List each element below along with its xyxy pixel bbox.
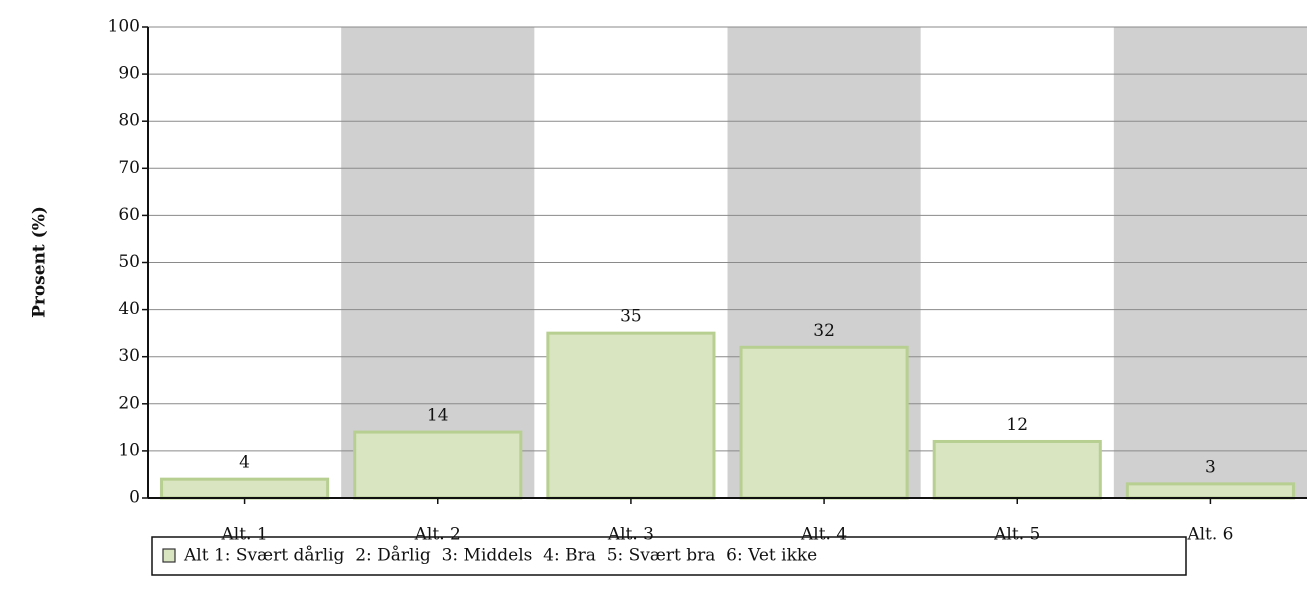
data-label: 12 [1006,415,1028,435]
legend-label: Alt 1: Svært dårlig 2: Dårlig 3: Middels… [183,546,817,566]
y-axis-label: Prosent (%) [30,206,50,318]
y-tick-label: 30 [118,346,140,366]
y-tick-label: 60 [118,205,140,225]
y-tick-label: 50 [118,252,140,272]
x-tick-label: Alt. 5 [993,525,1040,545]
y-tick-label: 10 [118,440,140,460]
bar [739,345,909,500]
bar [932,439,1102,500]
legend-box [151,536,1187,576]
y-tick-label: 100 [108,17,140,37]
data-label: 32 [813,321,835,341]
x-tick-label: Alt. 1 [220,525,267,545]
x-tick-label: Alt. 3 [607,525,654,545]
data-label: 35 [620,307,642,327]
y-tick-label: 40 [118,299,140,319]
bar [160,477,330,500]
bar [546,331,716,500]
x-tick-label: Alt. 2 [414,525,461,545]
bar [1125,482,1295,500]
data-label: 4 [239,453,250,473]
bar [353,430,523,500]
data-label: 14 [427,406,449,426]
y-tick-label: 80 [118,111,140,131]
y-tick-label: 70 [118,158,140,178]
y-tick-label: 90 [118,64,140,84]
legend-swatch [162,548,176,563]
y-tick-label: 0 [129,488,140,508]
x-tick-label: Alt. 6 [1186,525,1233,545]
data-label: 3 [1205,457,1216,477]
y-tick-label: 20 [118,393,140,413]
x-tick-label: Alt. 4 [800,525,847,545]
